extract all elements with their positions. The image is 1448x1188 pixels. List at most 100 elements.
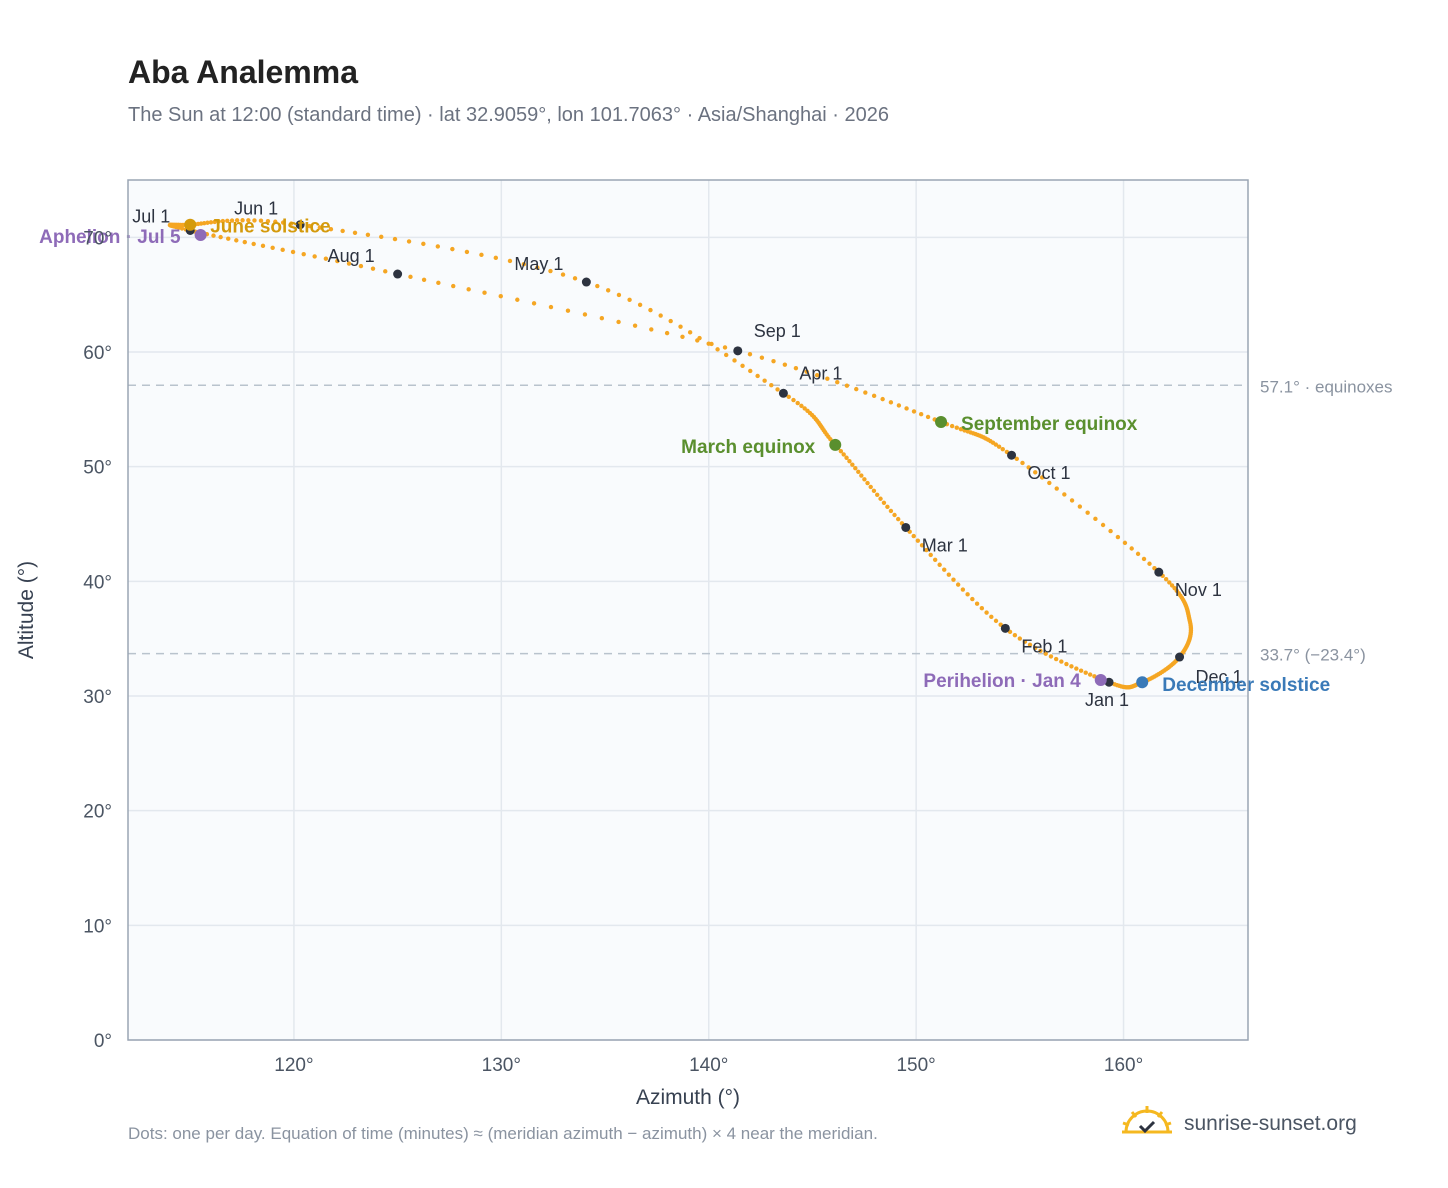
day-dot <box>835 380 840 385</box>
day-dot <box>260 243 266 249</box>
day-dot <box>1012 633 1018 638</box>
day-dot <box>1135 551 1141 557</box>
day-dot <box>312 254 317 259</box>
day-dot <box>989 614 994 620</box>
day-dot <box>1027 642 1033 648</box>
day-dot <box>479 252 484 258</box>
day-dot <box>862 477 867 482</box>
day-dot <box>880 396 885 402</box>
day-dot <box>379 234 384 240</box>
day-dot <box>1147 561 1152 566</box>
x-tick-label: 130° <box>482 1055 521 1076</box>
event-marker <box>1136 676 1149 689</box>
reference-line-label: 33.7° (−23.4°) <box>1260 646 1366 665</box>
day-dot <box>928 552 933 558</box>
event-marker <box>829 438 842 451</box>
day-dot <box>1085 510 1090 515</box>
day-dot <box>637 302 643 308</box>
day-dot <box>844 455 849 460</box>
day-dot <box>565 308 571 313</box>
event-marker-label: September equinox <box>961 414 1138 435</box>
day-dot <box>582 312 588 317</box>
day-dot <box>1059 659 1064 664</box>
day-dot <box>786 394 791 400</box>
day-dot <box>1048 654 1054 659</box>
day-dot <box>627 297 632 303</box>
day-dot <box>838 448 844 454</box>
day-dot <box>949 423 955 429</box>
day-dot <box>220 218 226 224</box>
day-dot <box>984 610 989 615</box>
day-dot <box>383 269 388 274</box>
reference-line-label: 57.1° · equinoxes <box>1260 377 1393 396</box>
chart-footnote: Dots: one per day. Equation of time (min… <box>128 1124 878 1143</box>
chart-title: Aba Analemma <box>128 54 358 90</box>
month-marker-label: Dec 1 <box>1196 667 1243 687</box>
day-dot <box>229 218 235 223</box>
day-dot <box>258 218 264 223</box>
month-marker-label: Jul 1 <box>132 206 170 226</box>
day-dot <box>205 220 210 225</box>
day-dot <box>918 412 924 417</box>
day-dot <box>1087 672 1093 677</box>
day-dot <box>572 276 578 281</box>
day-dot <box>605 288 611 293</box>
event-marker-label: December solstice <box>1162 675 1330 696</box>
day-dot <box>1129 546 1134 551</box>
day-dot <box>915 538 921 543</box>
month-marker <box>733 346 743 356</box>
month-marker-label: May 1 <box>514 254 563 274</box>
day-dot <box>464 249 470 255</box>
day-dot <box>273 219 278 224</box>
month-marker-label: Nov 1 <box>1175 580 1222 600</box>
day-dot <box>759 355 765 360</box>
day-dot <box>865 480 870 486</box>
day-dot <box>352 230 358 235</box>
day-dot <box>451 283 456 289</box>
day-dot <box>328 226 334 232</box>
day-dot <box>658 313 663 318</box>
day-dot <box>687 330 693 335</box>
sun-icon <box>1122 1106 1172 1134</box>
day-dot <box>1141 556 1147 562</box>
event-marker <box>194 229 207 242</box>
month-marker <box>1007 450 1017 460</box>
y-tick-label: 70° <box>83 228 112 249</box>
day-dot <box>1167 580 1172 585</box>
day-dot <box>1077 504 1083 509</box>
day-dot <box>265 218 271 224</box>
day-dot <box>993 442 999 447</box>
day-dot <box>841 452 846 457</box>
y-tick-label: 60° <box>83 343 112 364</box>
day-dot <box>1017 636 1023 641</box>
day-dot <box>888 400 894 405</box>
day-dot <box>856 469 861 475</box>
day-dot <box>885 504 890 510</box>
day-dot <box>892 512 897 518</box>
plot-frame <box>127 179 1249 1041</box>
day-dot <box>668 318 673 324</box>
day-dot <box>919 543 925 548</box>
day-dot <box>234 218 240 223</box>
day-dot <box>1033 470 1038 475</box>
day-dot <box>748 368 753 374</box>
day-dot <box>616 319 621 325</box>
day-dot <box>775 387 780 392</box>
day-dot <box>1115 534 1121 540</box>
month-marker <box>901 522 911 532</box>
day-dot <box>1083 670 1088 675</box>
day-dot <box>365 232 371 237</box>
brand-logo[interactable]: sunrise-sunset.org <box>1120 1102 1357 1146</box>
day-dot <box>911 533 916 539</box>
day-dot <box>993 618 999 624</box>
month-marker <box>295 220 305 230</box>
day-dot <box>251 241 256 247</box>
day-dot <box>881 500 887 505</box>
event-marker-label: Perihelion · Jan 4 <box>923 671 1081 692</box>
day-dot <box>863 390 868 395</box>
day-dot <box>1053 656 1059 662</box>
day-dot <box>340 228 345 234</box>
day-dot <box>747 352 753 357</box>
day-dot <box>408 274 413 280</box>
